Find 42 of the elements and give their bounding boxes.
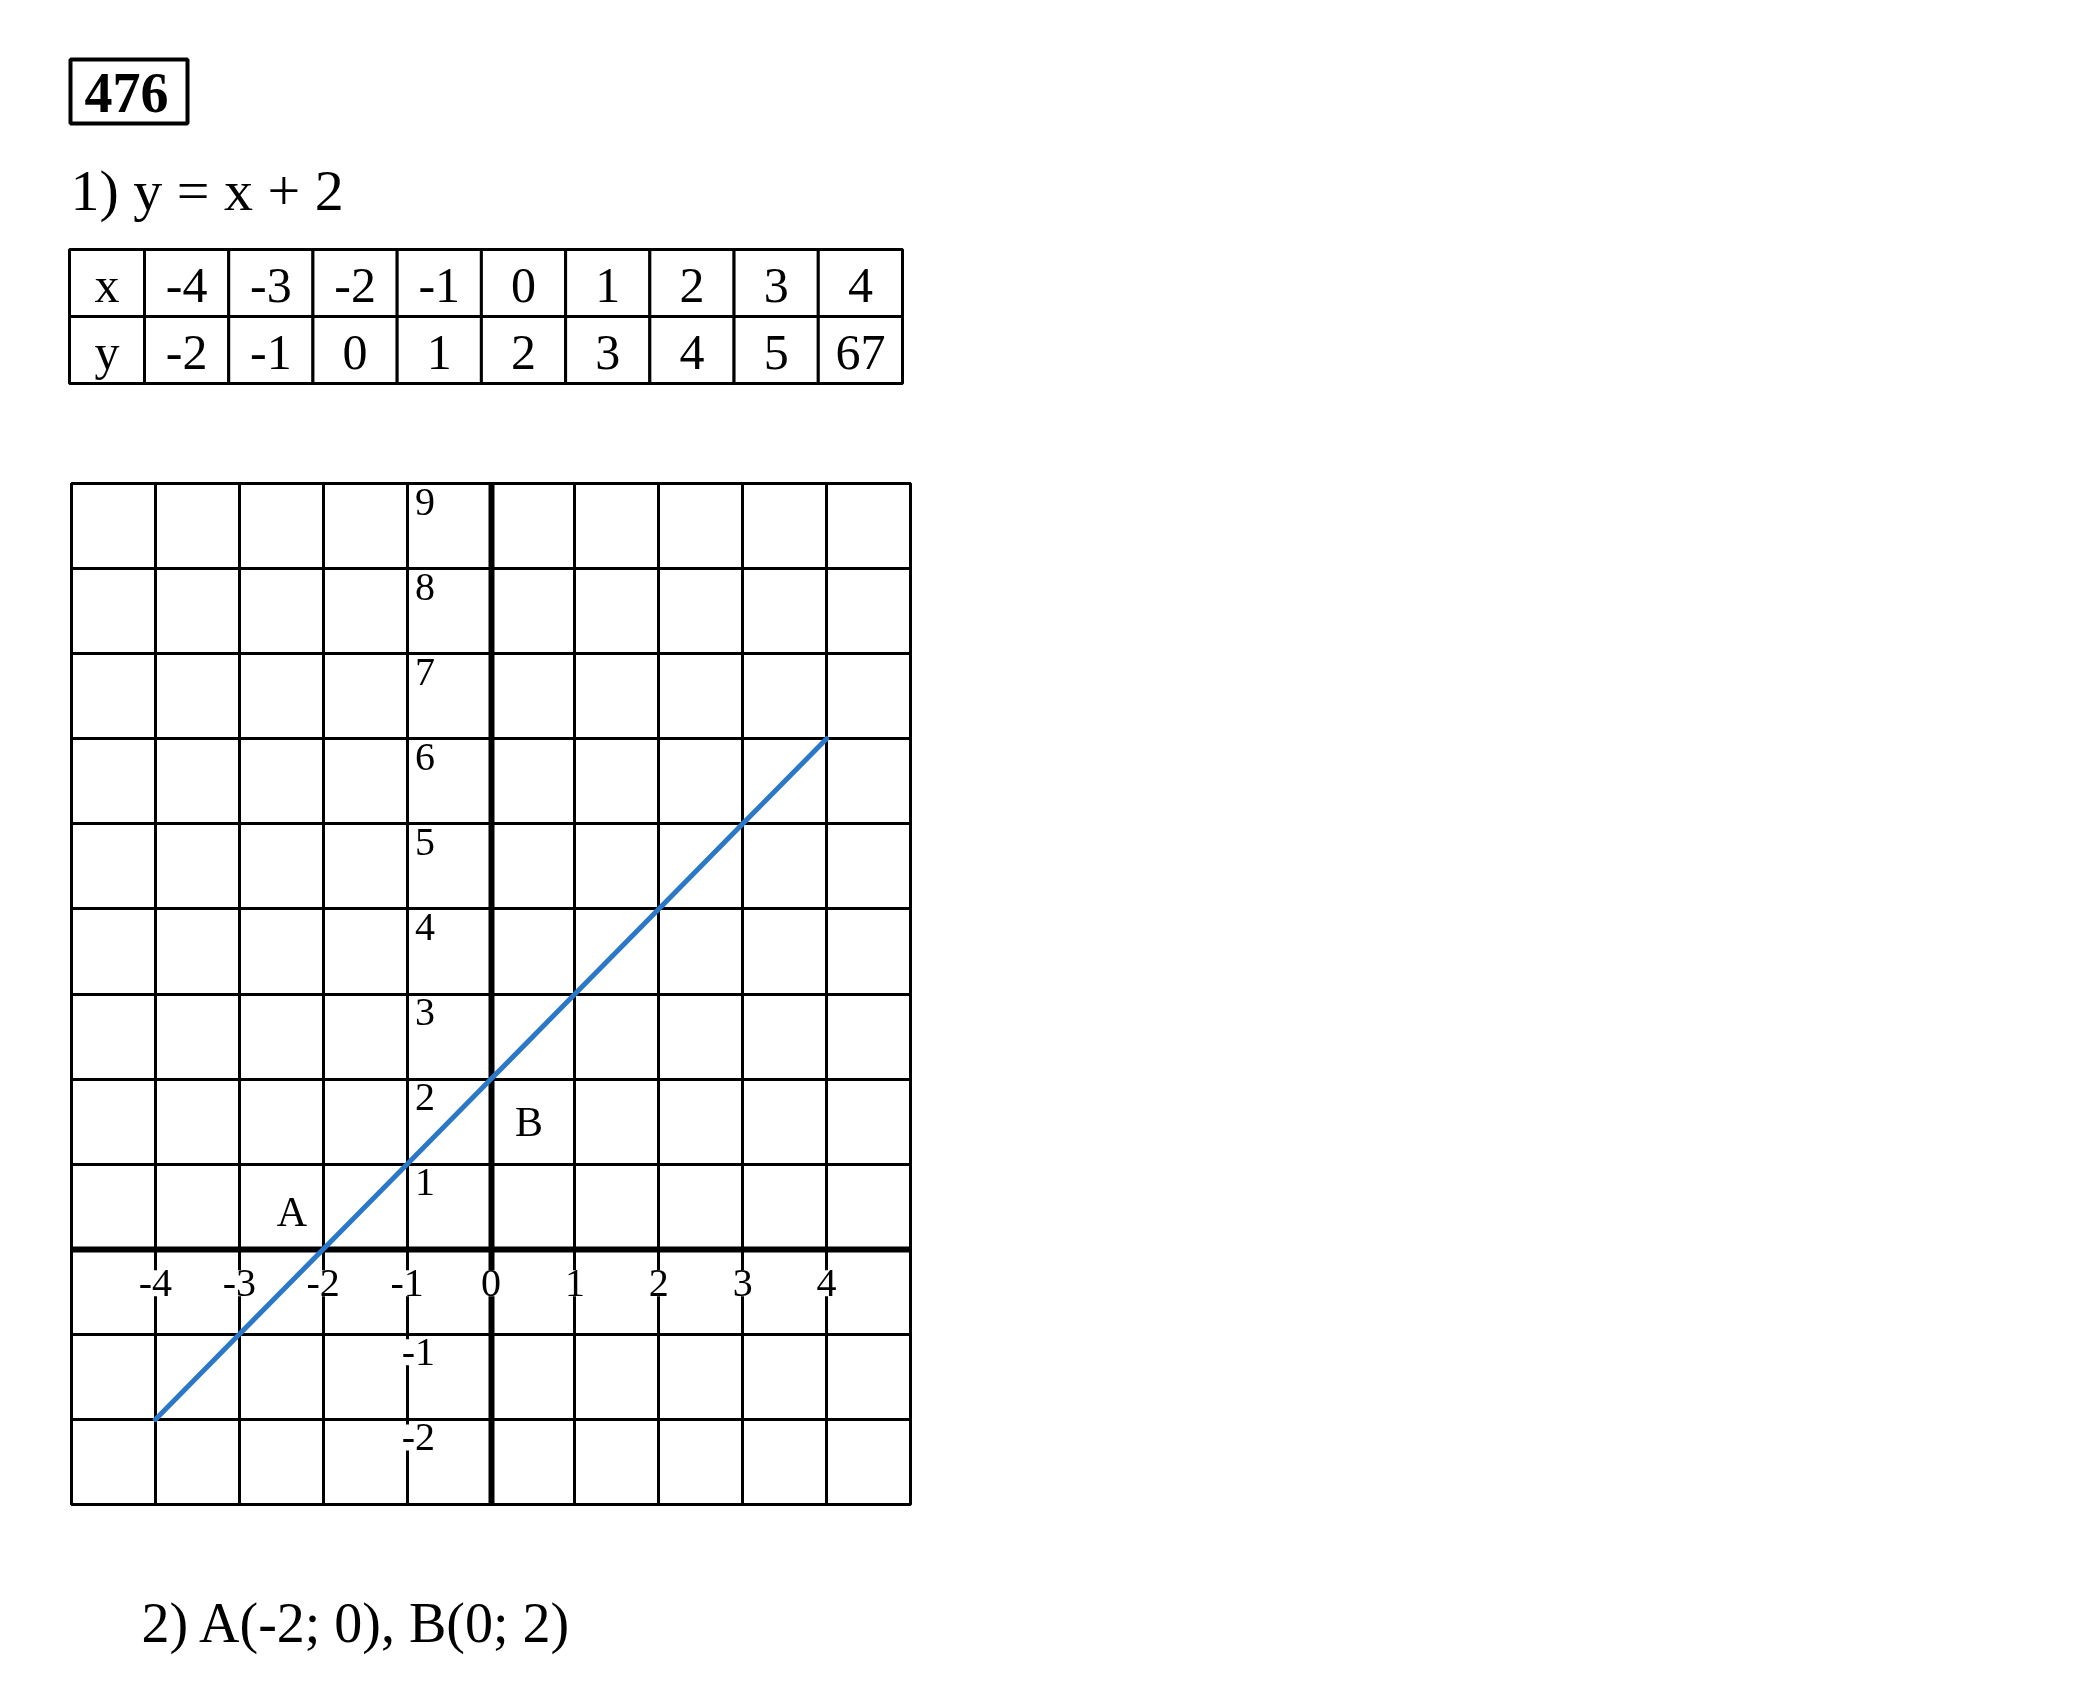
x-tick-label: 4 <box>816 1260 837 1306</box>
chart-subtitle: 1) y = x + 2 <box>70 158 344 223</box>
y-tick-label: 7 <box>415 648 435 694</box>
x-tick-label: 0 <box>511 256 536 313</box>
x-tick-label: 3 <box>732 1260 753 1306</box>
y-tick-label: 2 <box>415 1074 435 1120</box>
x-tick-label: 1 <box>564 1260 585 1306</box>
data-label: -2 <box>165 323 208 380</box>
x-tick-label: 2 <box>679 256 705 313</box>
x-tick-label: -3 <box>250 256 292 313</box>
y-tick-label: 1 <box>415 1159 435 1205</box>
y-tick-label: -2 <box>401 1414 436 1460</box>
data-label: 4 <box>679 323 705 380</box>
y-tick-label: y <box>94 324 120 380</box>
data-label: 0 <box>342 323 368 380</box>
data-label: 3 <box>595 323 621 380</box>
annotation: A <box>276 1189 308 1236</box>
text: 2) A(-2; 0), B(0; 2) <box>141 1591 570 1655</box>
x-tick-label: 2 <box>648 1260 669 1306</box>
x-tick-label: -4 <box>165 256 208 313</box>
y-tick-label: 3 <box>415 989 435 1034</box>
x-tick-label: 0 <box>481 1260 501 1306</box>
x-tick-label: -4 <box>138 1260 173 1306</box>
data-label: -1 <box>250 323 292 380</box>
data-label: 67 <box>835 323 886 380</box>
data-label: 2 <box>511 323 536 380</box>
y-tick-label: 8 <box>415 563 435 609</box>
x-tick-label: -2 <box>306 1260 340 1306</box>
x-tick-label: -3 <box>222 1260 256 1306</box>
x-tick-label: -2 <box>334 256 376 313</box>
x-tick-label: 1 <box>595 256 621 313</box>
y-tick-label: 9 <box>415 478 435 524</box>
y-tick-label: -1 <box>401 1329 436 1375</box>
x-tick-label: 3 <box>763 256 789 313</box>
x-tick-label: 4 <box>847 256 873 313</box>
y-tick-label: 5 <box>415 818 435 864</box>
x-axis-title: x <box>94 257 120 313</box>
chart-title: 476 <box>84 61 169 124</box>
data-label: 5 <box>763 323 789 380</box>
y-tick-label: 6 <box>415 733 435 779</box>
y-tick-label: 4 <box>415 903 435 949</box>
annotation: B <box>515 1099 544 1146</box>
